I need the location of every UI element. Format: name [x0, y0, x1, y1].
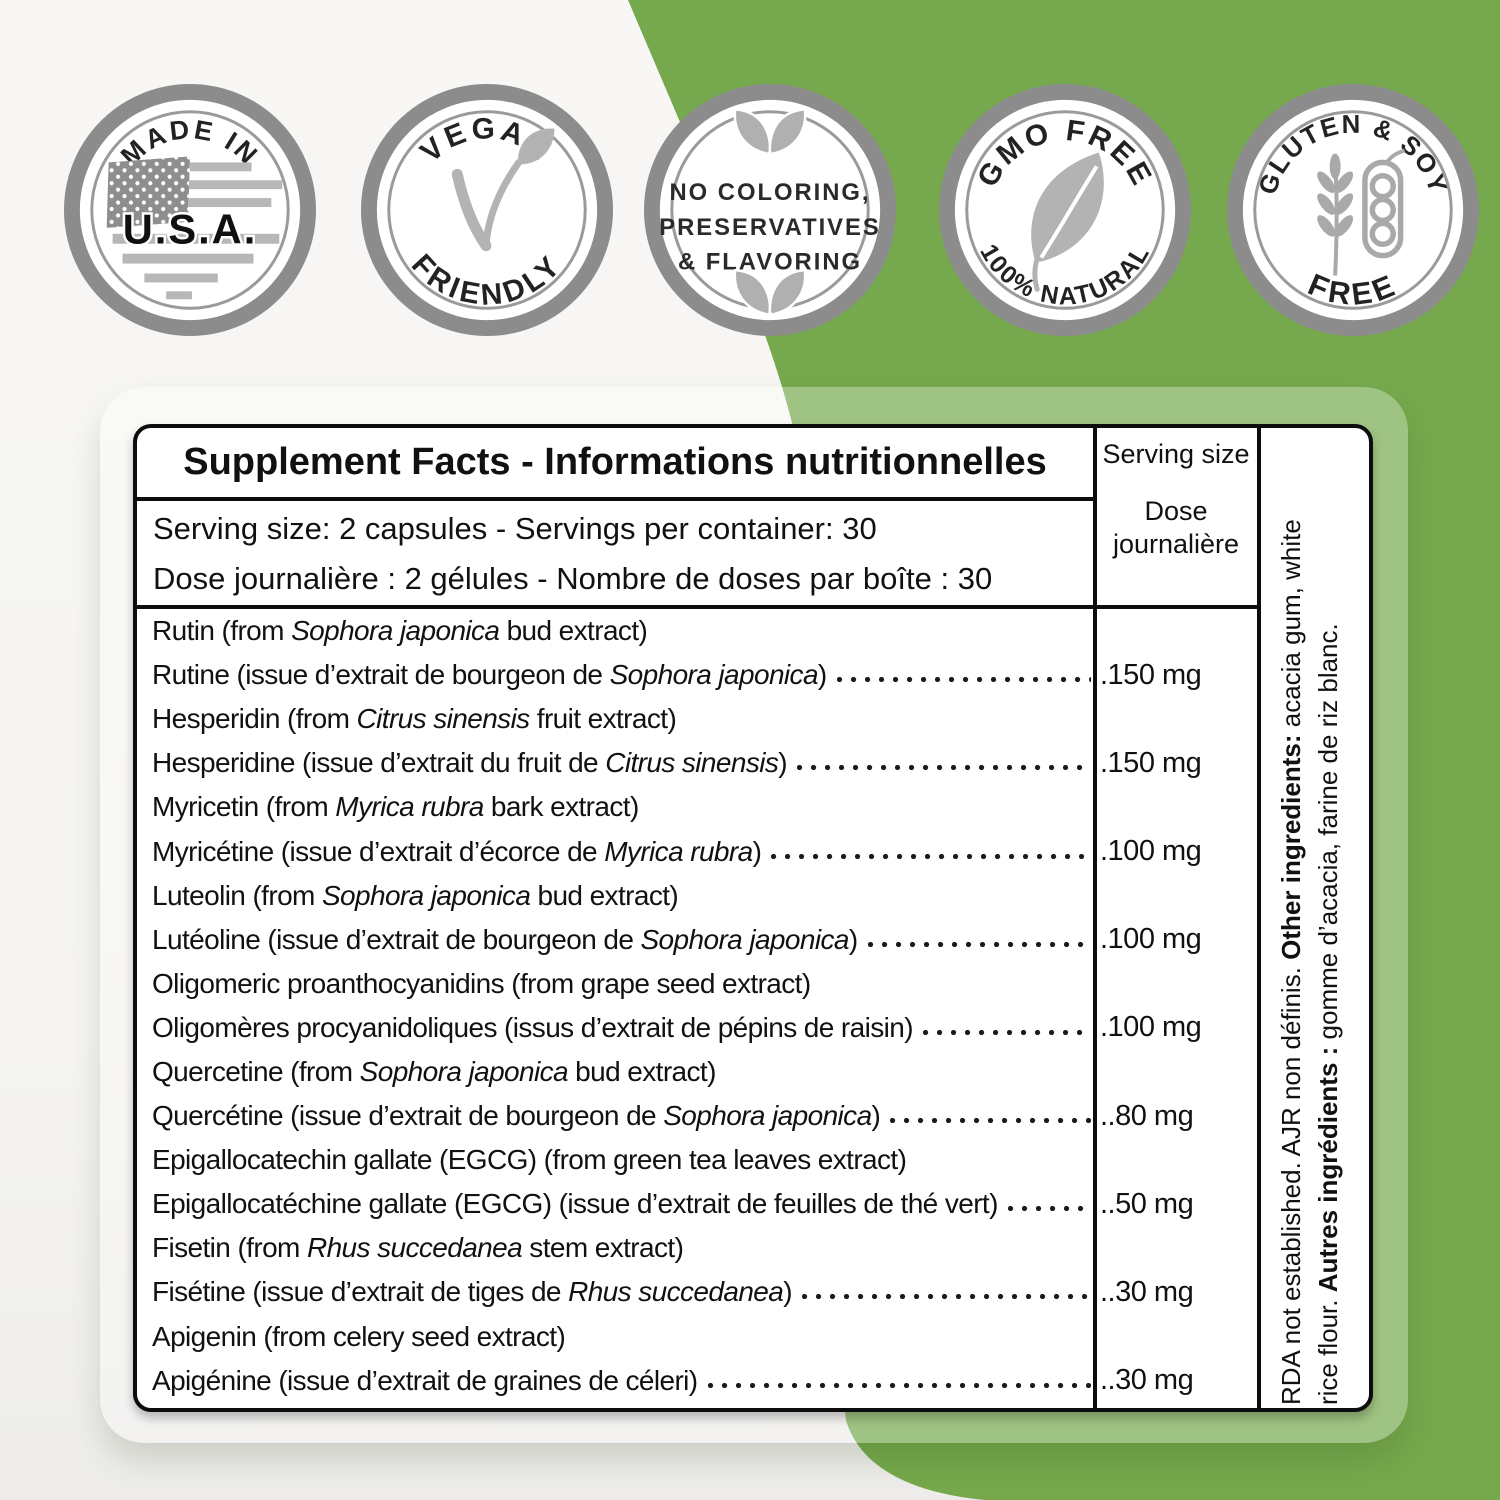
- serving-column-header-fr: Dose journalière: [1112, 496, 1240, 559]
- ingredient-value: .100 mg: [1100, 923, 1202, 956]
- badge-vegan-friendly: VEGAN FRIENDLY: [360, 83, 614, 337]
- ingredient-value: ..30 mg: [1100, 1364, 1194, 1397]
- side-note-line2: rice flour. Autres ingrédients : gomme d…: [1313, 623, 1343, 1405]
- dotted-leader: [890, 1118, 1091, 1124]
- serving-info-en: Serving size: 2 capsules - Servings per …: [153, 510, 877, 546]
- badge-ring: [63, 83, 317, 337]
- svg-text:& FLAVORING: & FLAVORING: [678, 249, 862, 276]
- ingredient-fr: Epigallocatéchine gallate (EGCG) (issue …: [137, 1188, 1093, 1220]
- side-note-line1: RDA not established. AJR non définis. Ot…: [1276, 519, 1306, 1405]
- ingredient-en: Luteolin (from Sophora japonica bud extr…: [152, 879, 679, 911]
- rule-under-title: [137, 497, 1093, 501]
- ingredient-en: Apigenin (from celery seed extract): [152, 1320, 566, 1352]
- usa-flag-map-icon: [106, 156, 283, 300]
- ingredient-value: .150 mg: [1100, 658, 1202, 691]
- badge-no-additives: NO COLORING, PRESERVATIVES & FLAVORING: [643, 83, 897, 337]
- ingredient-fr: Fisétine (issue d’extrait de tiges de Rh…: [137, 1276, 1093, 1308]
- soy-pod-icon: [1362, 148, 1406, 259]
- ingredient-fr: Rutine (issue d’extrait de bourgeon de S…: [137, 659, 1093, 691]
- no-additives-text: NO COLORING, PRESERVATIVES & FLAVORING: [659, 179, 881, 276]
- ingredient-en: Oligomeric proanthocyanidins (from grape…: [152, 967, 811, 999]
- dotted-leader: [771, 853, 1091, 859]
- ingredient-en: Epigallocatechin gallate (EGCG) (from gr…: [152, 1144, 907, 1176]
- rule-under-serving-row: [137, 605, 1261, 609]
- badge-made-in-usa: MADE IN U.S.A.: [63, 83, 317, 337]
- column-divider-serving: [1093, 428, 1097, 1408]
- dotted-leader: [797, 765, 1091, 771]
- badge-gluten-soy-free: GLUTEN & SOY FREE: [1226, 83, 1480, 337]
- dotted-leader: [707, 1382, 1091, 1388]
- ingredient-fr: Hesperidine (issue d’extrait du fruit de…: [137, 747, 1093, 779]
- ingredient-en: Rutin (from Sophora japonica bud extract…: [152, 615, 648, 647]
- ingredient-value: ..80 mg: [1100, 1099, 1194, 1132]
- ingredient-fr: Apigénine (issue d’extrait de graines de…: [137, 1365, 1093, 1397]
- ingredient-fr: Lutéoline (issue d’extrait de bourgeon d…: [137, 924, 1093, 956]
- ingredient-fr: Quercétine (issue d’extrait de bourgeon …: [137, 1100, 1093, 1132]
- ingredient-value: ..50 mg: [1100, 1187, 1194, 1220]
- ingredient-value: .150 mg: [1100, 746, 1202, 779]
- leaf-pair-bottom-icon: [733, 268, 807, 316]
- ingredient-en: Hesperidin (from Citrus sinensis fruit e…: [152, 703, 677, 735]
- ingredient-en: Myricetin (from Myrica rubra bark extrac…: [152, 791, 639, 823]
- svg-text:PRESERVATIVES: PRESERVATIVES: [659, 214, 881, 241]
- ingredient-fr: Myricétine (issue d’extrait d’écorce de …: [137, 836, 1093, 868]
- ingredient-en: Fisetin (from Rhus succedanea stem extra…: [152, 1232, 684, 1264]
- supplement-facts-table: Supplement Facts - Informations nutritio…: [133, 424, 1373, 1412]
- dotted-leader: [836, 677, 1091, 683]
- wheat-icon: [1317, 153, 1354, 276]
- leaf-pair-top-icon: [733, 108, 807, 156]
- leaf-icon: [1031, 152, 1104, 292]
- ingredient-value: ..30 mg: [1100, 1275, 1194, 1308]
- ingredient-value: .100 mg: [1100, 1011, 1202, 1044]
- ingredient-en: Quercetine (from Sophora japonica bud ex…: [152, 1055, 716, 1087]
- dotted-leader: [922, 1029, 1091, 1035]
- ingredient-value: .100 mg: [1100, 835, 1202, 868]
- table-title-text: Supplement Facts - Informations nutritio…: [183, 441, 1047, 483]
- badge-usa-label: U.S.A.: [123, 206, 258, 253]
- dotted-leader: [1007, 1206, 1091, 1212]
- table-title: Supplement Facts - Informations nutritio…: [137, 428, 1093, 497]
- ingredients-list: Rutin (from Sophora japonica bud extract…: [137, 609, 1257, 1404]
- serving-column-header-en: Serving size: [1102, 439, 1250, 469]
- serving-info-fr: Dose journalière : 2 gélules - Nombre de…: [153, 560, 993, 596]
- dotted-leader: [867, 941, 1091, 947]
- serving-info: Serving size: 2 capsules - Servings per …: [153, 502, 1083, 605]
- badge-gmo-free: GMO FREE 100% NATURAL: [938, 83, 1192, 337]
- ingredient-fr: Oligomères procyanidoliques (issus d’ext…: [137, 1012, 1093, 1044]
- vegan-v-leaf-icon: [451, 128, 555, 252]
- svg-text:NO COLORING,: NO COLORING,: [670, 179, 871, 206]
- serving-column-header: Serving size Dose journalière: [1097, 438, 1255, 561]
- dotted-leader: [801, 1294, 1091, 1300]
- column-divider-sidenote: [1257, 428, 1261, 1408]
- side-note-rotated: RDA not established. AJR non définis. Ot…: [1273, 433, 1347, 1405]
